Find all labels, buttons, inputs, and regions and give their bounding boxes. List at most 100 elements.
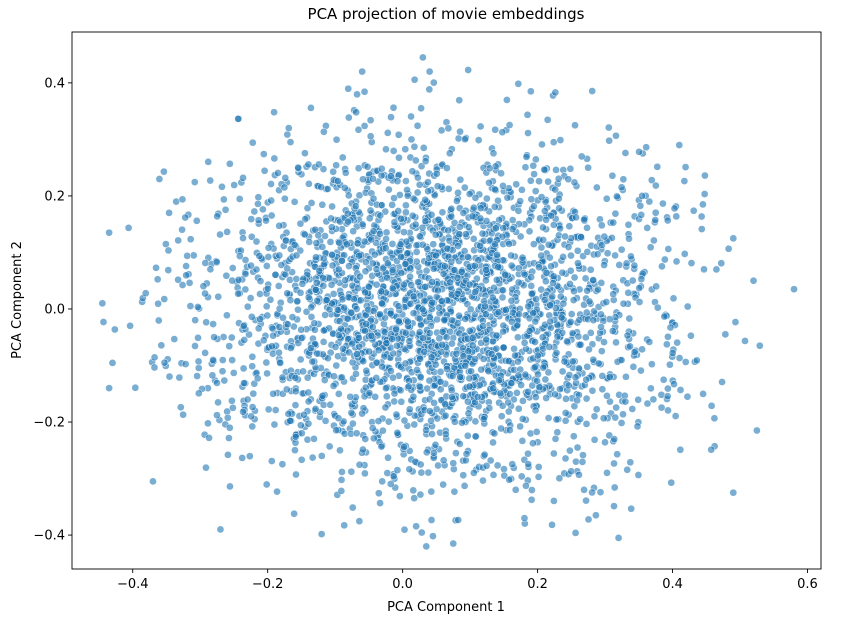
data-point: [384, 453, 392, 462]
data-point: [504, 357, 513, 365]
data-point: [494, 263, 503, 271]
data-point: [580, 485, 588, 494]
data-point: [476, 241, 484, 250]
data-point: [416, 354, 424, 363]
data-point: [544, 368, 553, 377]
data-point: [290, 198, 299, 206]
data-point: [243, 302, 252, 311]
data-point: [455, 311, 463, 320]
data-point: [206, 176, 215, 185]
data-point: [382, 392, 391, 401]
data-point: [400, 443, 408, 451]
data-point: [553, 428, 562, 437]
data-point: [527, 195, 536, 204]
data-point: [515, 310, 523, 319]
data-point: [239, 234, 247, 243]
data-point: [496, 389, 505, 398]
data-point: [517, 381, 526, 389]
data-point: [454, 134, 463, 143]
data-point: [444, 185, 453, 193]
data-point: [729, 234, 738, 243]
data-point: [465, 190, 474, 198]
data-point: [450, 219, 459, 227]
data-point: [254, 216, 263, 225]
data-point: [529, 240, 538, 248]
data-point: [579, 451, 587, 459]
data-point: [194, 303, 202, 311]
data-point: [718, 378, 726, 386]
data-point: [282, 236, 290, 245]
data-point: [415, 339, 423, 348]
data-point: [358, 220, 367, 229]
data-point: [354, 125, 363, 134]
data-point: [291, 387, 300, 396]
data-point: [471, 355, 479, 363]
data-point: [508, 225, 517, 233]
data-point: [584, 515, 593, 524]
data-point: [359, 357, 368, 366]
data-point: [248, 403, 257, 411]
data-point: [430, 399, 438, 407]
data-point: [430, 448, 438, 457]
data-point: [617, 245, 626, 254]
data-point: [290, 241, 299, 249]
data-point: [382, 235, 390, 243]
data-point: [668, 349, 677, 357]
data-point: [634, 471, 643, 479]
data-point: [707, 401, 716, 410]
data-point: [420, 296, 429, 305]
data-point: [396, 386, 405, 395]
data-point: [514, 404, 523, 413]
data-point: [340, 521, 349, 530]
data-point: [558, 367, 567, 376]
data-point: [152, 263, 160, 272]
data-point: [582, 375, 591, 384]
data-point: [259, 205, 267, 214]
data-point: [366, 116, 375, 125]
data-point: [314, 231, 323, 240]
data-point: [583, 362, 592, 371]
data-point: [202, 463, 210, 472]
data-point: [178, 225, 186, 234]
data-point: [447, 386, 456, 395]
data-point: [303, 204, 312, 212]
data-point: [201, 349, 209, 357]
data-point: [544, 177, 552, 186]
data-point: [165, 209, 173, 217]
data-point: [499, 286, 507, 295]
data-point: [325, 442, 334, 451]
data-point: [590, 412, 599, 421]
data-point: [729, 488, 738, 497]
data-point: [353, 90, 361, 99]
data-point: [307, 104, 315, 112]
data-point: [574, 332, 583, 341]
data-point: [653, 162, 662, 171]
data-point: [349, 227, 358, 236]
data-point: [241, 285, 250, 294]
data-point: [421, 217, 430, 226]
data-point: [602, 298, 611, 306]
data-point: [301, 149, 309, 158]
data-point: [308, 357, 317, 366]
data-point: [424, 468, 433, 477]
data-point: [359, 175, 367, 184]
data-point: [263, 284, 272, 293]
data-point: [499, 327, 508, 336]
data-point: [637, 275, 646, 284]
data-point: [613, 192, 621, 201]
data-point: [507, 379, 516, 387]
data-point: [348, 358, 357, 367]
data-point: [658, 262, 666, 271]
data-point: [360, 237, 369, 246]
data-point: [568, 329, 577, 338]
data-point: [223, 413, 232, 422]
data-point: [578, 458, 587, 466]
data-point: [416, 232, 424, 241]
data-point: [600, 338, 608, 346]
data-point: [571, 121, 579, 130]
data-point: [421, 283, 429, 291]
data-point: [354, 284, 362, 293]
data-point: [538, 140, 546, 149]
data-point: [365, 389, 374, 397]
data-point: [157, 341, 166, 350]
